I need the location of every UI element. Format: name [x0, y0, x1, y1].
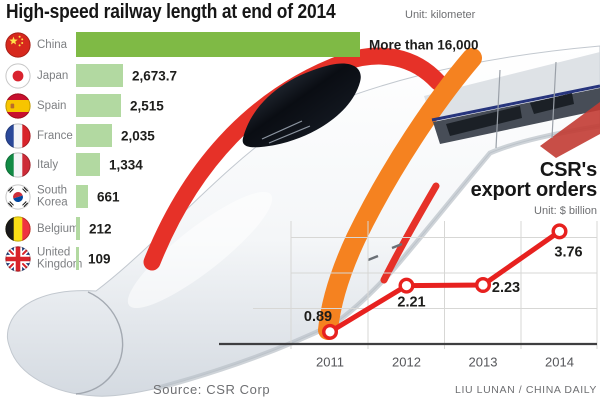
bar-row-japan: Japan 2,673.7 [0, 62, 480, 89]
export-chart-header: CSR's export orders Unit: $ billion [470, 159, 598, 217]
bar-value-label: 1,334 [109, 157, 143, 172]
bar-value-label: 661 [97, 189, 120, 204]
bar-value-label: 2,673.7 [132, 68, 178, 83]
bar-spain [76, 94, 121, 117]
flag-china-icon [5, 31, 31, 58]
bar-row-united-kingdom: United Kingdom 109 [0, 245, 480, 272]
bar-row-belgium: Belgium 212 [0, 215, 480, 242]
bar-china [76, 32, 360, 57]
bar-row-china: China More than 16,000 [0, 31, 480, 58]
bar-value-label: 2,515 [130, 98, 164, 113]
bar-united-kingdom [76, 247, 79, 270]
flag-united-kingdom-icon [5, 245, 31, 272]
flag-france-icon [5, 122, 31, 149]
export-unit-note: Unit: $ billion [534, 205, 597, 217]
flag-italy-icon [5, 151, 31, 178]
bar-row-spain: Spain 2,515 [0, 92, 480, 119]
bar-japan [76, 64, 123, 87]
bar-value-label: More than 16,000 [369, 37, 479, 52]
bar-row-france: France 2,035 [0, 122, 480, 149]
source-note: Source: CSR Corp [153, 382, 271, 397]
bar-italy [76, 153, 100, 176]
bar-south-korea [76, 185, 88, 208]
export-chart-title-line2: export orders [470, 179, 598, 201]
export-chart-title-line1: CSR's [539, 159, 597, 181]
bar-belgium [76, 217, 80, 240]
bar-value-label: 2,035 [121, 128, 155, 143]
credit-note: LIU LUNAN / CHINA DAILY [455, 384, 597, 396]
bar-value-label: 212 [89, 221, 112, 236]
title-unit-note: Unit: kilometer [405, 9, 476, 21]
bar-row-italy: Italy 1,334 [0, 151, 480, 178]
flag-japan-icon [5, 62, 31, 89]
flag-spain-icon [5, 92, 31, 119]
flag-south-korea-icon [5, 183, 31, 210]
bar-row-south-korea: South Korea 661 [0, 183, 480, 210]
bar-france [76, 124, 112, 147]
flag-belgium-icon [5, 215, 31, 242]
page-title: High-speed railway length at end of 2014 [6, 1, 336, 23]
bar-value-label: 109 [88, 251, 111, 266]
